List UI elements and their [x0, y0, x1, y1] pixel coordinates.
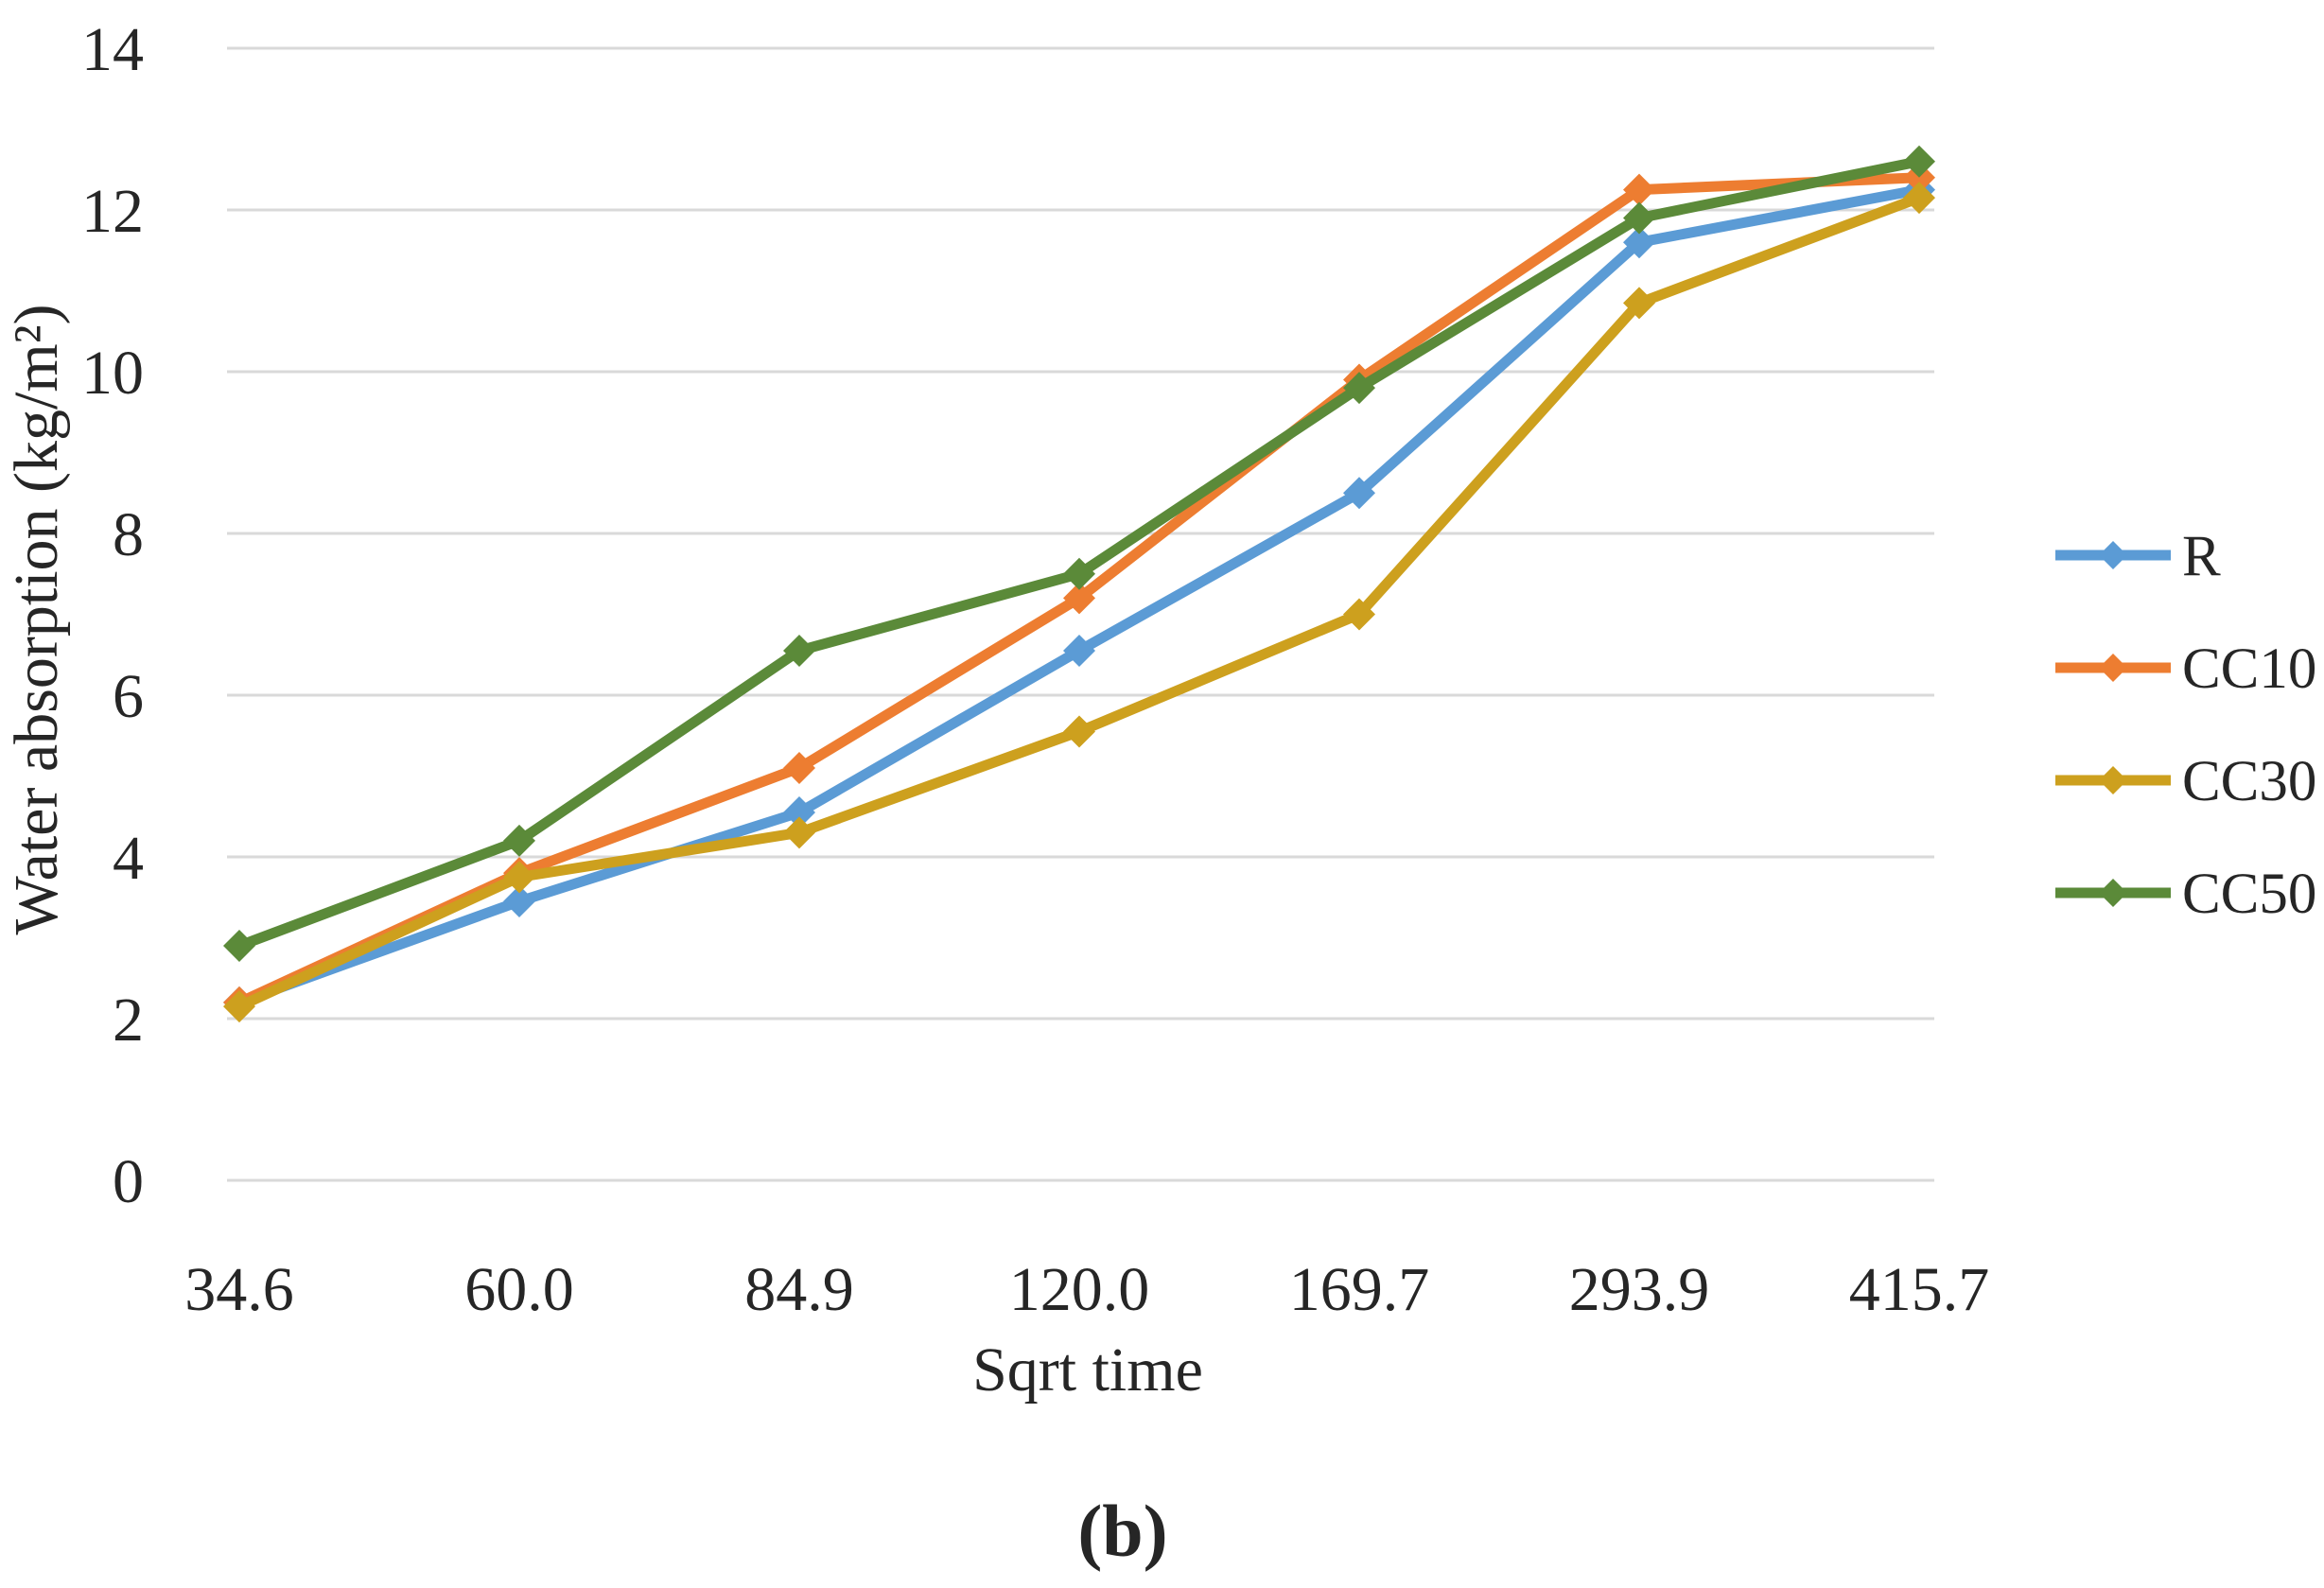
- y-tick-label-2: 2: [113, 986, 144, 1055]
- data-point-R-60.0: [503, 885, 535, 918]
- data-point-CC50-120.0: [1063, 557, 1095, 590]
- data-point-CC30-120.0: [1063, 715, 1095, 748]
- data-point-CC30-169.7: [1343, 598, 1375, 631]
- y-tick-label-0: 0: [113, 1147, 144, 1216]
- y-axis-title: Water absorption (kg/m²): [2, 305, 71, 935]
- legend-item-R: R: [2055, 525, 2221, 588]
- data-point-R-84.9: [783, 795, 815, 829]
- y-tick-label-10: 10: [81, 339, 144, 408]
- data-point-CC10-84.9: [783, 751, 815, 784]
- x-axis-tick-labels: 34.6 60.0 84.9 120.0 169.7 293.9 415.7: [184, 1255, 1989, 1324]
- gridlines: [227, 46, 1934, 1182]
- legend-item-CC50: CC50: [2055, 863, 2316, 926]
- data-point-CC30-60.0: [503, 861, 535, 894]
- data-point-CC10-120.0: [1063, 582, 1095, 615]
- figure-caption: (b): [1077, 1490, 1167, 1572]
- x-tick-label-60.0: 60.0: [464, 1255, 574, 1324]
- data-point-CC30-415.7: [1903, 182, 1935, 215]
- data-point-CC50-415.7: [1903, 145, 1935, 178]
- legend-marker-CC10: [2099, 654, 2127, 682]
- y-tick-label-8: 8: [113, 500, 144, 569]
- x-tick-label-84.9: 84.9: [744, 1255, 854, 1324]
- data-point-R-169.7: [1343, 477, 1375, 510]
- y-axis-tick-labels: 0 2 4 6 8 10 12 14: [81, 15, 144, 1216]
- data-point-CC10-415.7: [1903, 161, 1935, 194]
- x-tick-label-293.9: 293.9: [1569, 1255, 1710, 1324]
- data-point-CC30-34.6: [223, 990, 255, 1023]
- legend-label-CC50: CC50: [2182, 863, 2316, 926]
- x-tick-label-415.7: 415.7: [1849, 1255, 1990, 1324]
- data-point-CC50-293.9: [1623, 201, 1655, 235]
- data-point-CC30-84.9: [783, 816, 815, 849]
- legend-label-CC10: CC10: [2182, 637, 2316, 701]
- y-tick-label-12: 12: [81, 177, 144, 246]
- data-point-R-120.0: [1063, 634, 1095, 667]
- data-series: [223, 145, 1935, 1023]
- legend-marker-R: [2099, 541, 2127, 569]
- legend-label-R: R: [2182, 525, 2221, 588]
- legend-item-CC10: CC10: [2055, 637, 2316, 701]
- y-tick-label-14: 14: [81, 15, 144, 84]
- legend-label-CC30: CC30: [2182, 750, 2316, 813]
- x-tick-label-120.0: 120.0: [1009, 1255, 1150, 1324]
- legend-item-CC30: CC30: [2055, 750, 2316, 813]
- x-tick-label-34.6: 34.6: [184, 1255, 294, 1324]
- y-tick-label-4: 4: [113, 824, 144, 893]
- data-point-CC10-293.9: [1623, 173, 1655, 206]
- x-axis-title: Sqrt time: [972, 1335, 1203, 1405]
- chart-legend: R CC10 CC30 CC50: [2055, 525, 2316, 926]
- legend-marker-CC50: [2099, 879, 2127, 907]
- x-tick-label-169.7: 169.7: [1289, 1255, 1430, 1324]
- data-point-CC50-84.9: [783, 634, 815, 667]
- data-point-CC50-34.6: [223, 930, 255, 963]
- series-line-CC50: [237, 156, 1921, 951]
- data-point-CC50-169.7: [1343, 372, 1375, 405]
- data-point-CC30-293.9: [1623, 287, 1655, 320]
- data-point-R-293.9: [1623, 226, 1655, 259]
- data-point-CC50-60.0: [503, 824, 535, 857]
- legend-marker-CC30: [2099, 766, 2127, 794]
- y-tick-label-6: 6: [113, 662, 144, 731]
